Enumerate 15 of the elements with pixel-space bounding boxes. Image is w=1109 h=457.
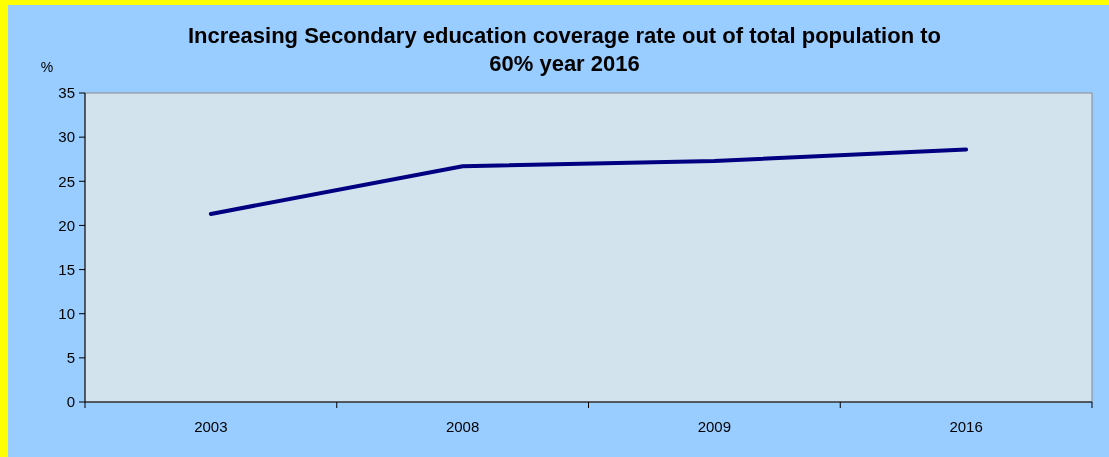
y-tick-label: 10: [58, 304, 75, 322]
line-series: [208, 147, 969, 216]
x-tick-label: 2003: [194, 418, 228, 435]
x-tick-label: 2016: [949, 418, 983, 435]
y-tick-label: 0: [66, 393, 75, 411]
y-tick-label: 35: [58, 84, 75, 102]
x-tick-label: 2008: [445, 418, 480, 435]
y-tick-label: 20: [58, 216, 75, 234]
x-tick-label: 2009: [697, 418, 732, 435]
y-tick-label: 5: [66, 349, 75, 367]
y-tick-label: 30: [58, 128, 75, 146]
chart-title: Increasing Secondary education coverage rate out of total population to 60% year 2016: [187, 23, 942, 76]
y-axis-title: %: [40, 59, 54, 75]
y-tick-label: 15: [58, 260, 75, 278]
y-tick-label: 25: [58, 172, 75, 190]
